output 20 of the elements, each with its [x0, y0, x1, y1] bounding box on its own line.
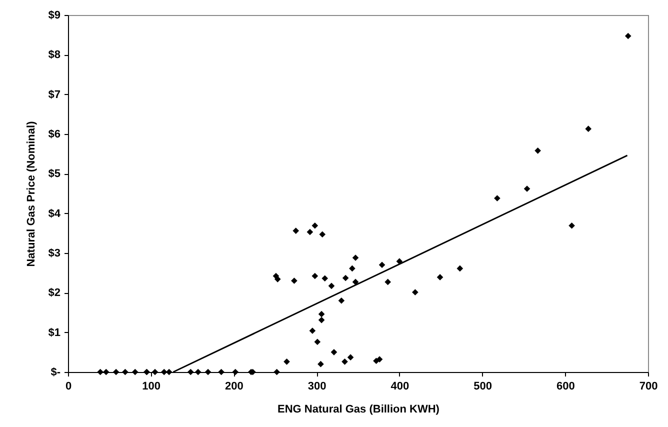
x-tick-label: 300 [308, 380, 326, 392]
x-tick-label: 500 [474, 380, 492, 392]
y-tick-label: $6 [48, 128, 60, 140]
y-tick-label: $- [50, 366, 61, 378]
y-tick-label: $1 [48, 326, 60, 339]
x-tick-label: 600 [556, 380, 575, 392]
y-axis-title: Natural Gas Price (Nominal) [25, 120, 38, 267]
x-tick-label: 700 [639, 380, 658, 392]
y-tick-label: $4 [48, 208, 62, 220]
y-tick-label: $3 [48, 248, 60, 260]
y-tick-label: $2 [48, 287, 60, 300]
x-tick-label: 100 [142, 380, 161, 392]
y-tick-label: $5 [48, 168, 60, 180]
x-tick-label: 0 [65, 380, 72, 392]
x-tick-label: 400 [390, 380, 410, 392]
y-tick-label: $8 [48, 49, 60, 62]
x-axis-title: ENG Natural Gas (Billion KWH) [278, 404, 440, 416]
y-tick-label: $9 [48, 10, 60, 22]
x-tick-label: 200 [225, 380, 244, 392]
y-tick-label: $7 [48, 88, 60, 101]
